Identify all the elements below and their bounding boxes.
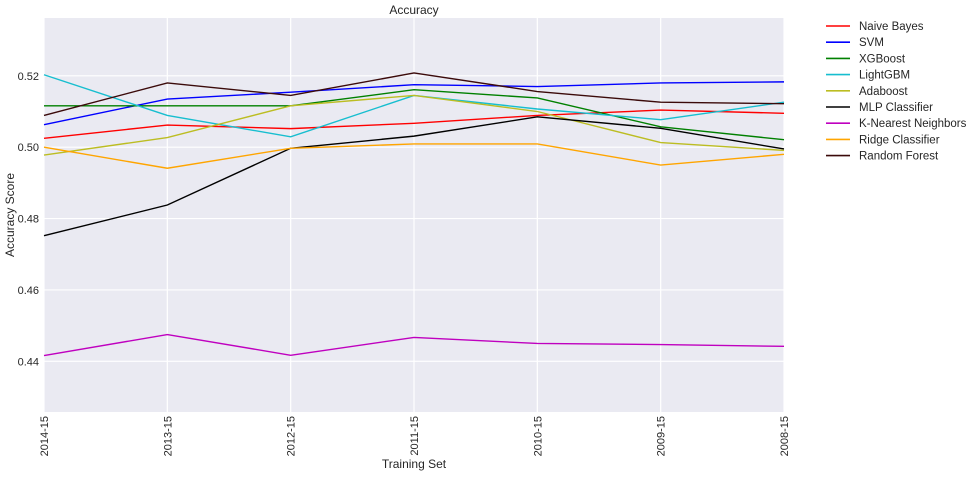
legend-label: MLP Classifier xyxy=(859,102,933,114)
y-tick-label: 0.44 xyxy=(18,356,39,368)
series-line-mlp-classifier xyxy=(43,116,785,237)
chart-title: Accuracy xyxy=(389,3,438,17)
series-line-k-nearest-neighbors xyxy=(43,333,785,357)
series-line-xgboost xyxy=(44,89,785,141)
legend-label: XGBoost xyxy=(859,53,906,65)
x-tick-label: 2008-15 xyxy=(779,416,791,456)
y-tick-label: 0.48 xyxy=(18,214,39,226)
y-tick-label: 0.46 xyxy=(18,285,39,297)
series-line-ridge-classifier xyxy=(43,143,785,169)
x-tick-label: 2014-15 xyxy=(39,416,51,456)
x-tick-label: 2013-15 xyxy=(162,416,174,456)
legend-label: Naive Bayes xyxy=(859,21,924,33)
x-tick-label: 2012-15 xyxy=(286,416,298,456)
x-axis-label: Training Set xyxy=(382,457,447,471)
legend-label: Random Forest xyxy=(859,151,939,163)
series-line-adaboost xyxy=(43,94,785,156)
x-tick-label: 2009-15 xyxy=(656,416,668,456)
legend-label: SVM xyxy=(859,37,884,49)
series-lines xyxy=(43,72,785,357)
series-line-naive-bayes xyxy=(43,109,785,139)
y-axis-label: Accuracy Score xyxy=(3,173,17,257)
series-line-random-forest xyxy=(43,72,785,117)
legend: Naive Bayes SVM XGBoost LightGBM Adaboost MLP… xyxy=(826,21,967,163)
legend-label: Adaboost xyxy=(859,86,908,98)
y-tick-label: 0.50 xyxy=(18,142,39,154)
legend-label: LightGBM xyxy=(859,70,910,82)
series-line-svm xyxy=(43,81,785,126)
x-tick-label: 2010-15 xyxy=(532,416,544,456)
x-tick-labels: 2014-15 2013-15 2012-15 2011-15 2010-15 2009-… xyxy=(39,416,791,456)
y-tick-label: 0.52 xyxy=(18,71,39,83)
legend-label: Ridge Classifier xyxy=(859,134,940,146)
gridlines xyxy=(43,18,785,412)
y-tick-labels: 0.44 0.46 0.48 0.50 0.52 xyxy=(18,71,39,369)
x-tick-label: 2011-15 xyxy=(409,416,421,456)
legend-label: K-Nearest Neighbors xyxy=(859,118,967,130)
